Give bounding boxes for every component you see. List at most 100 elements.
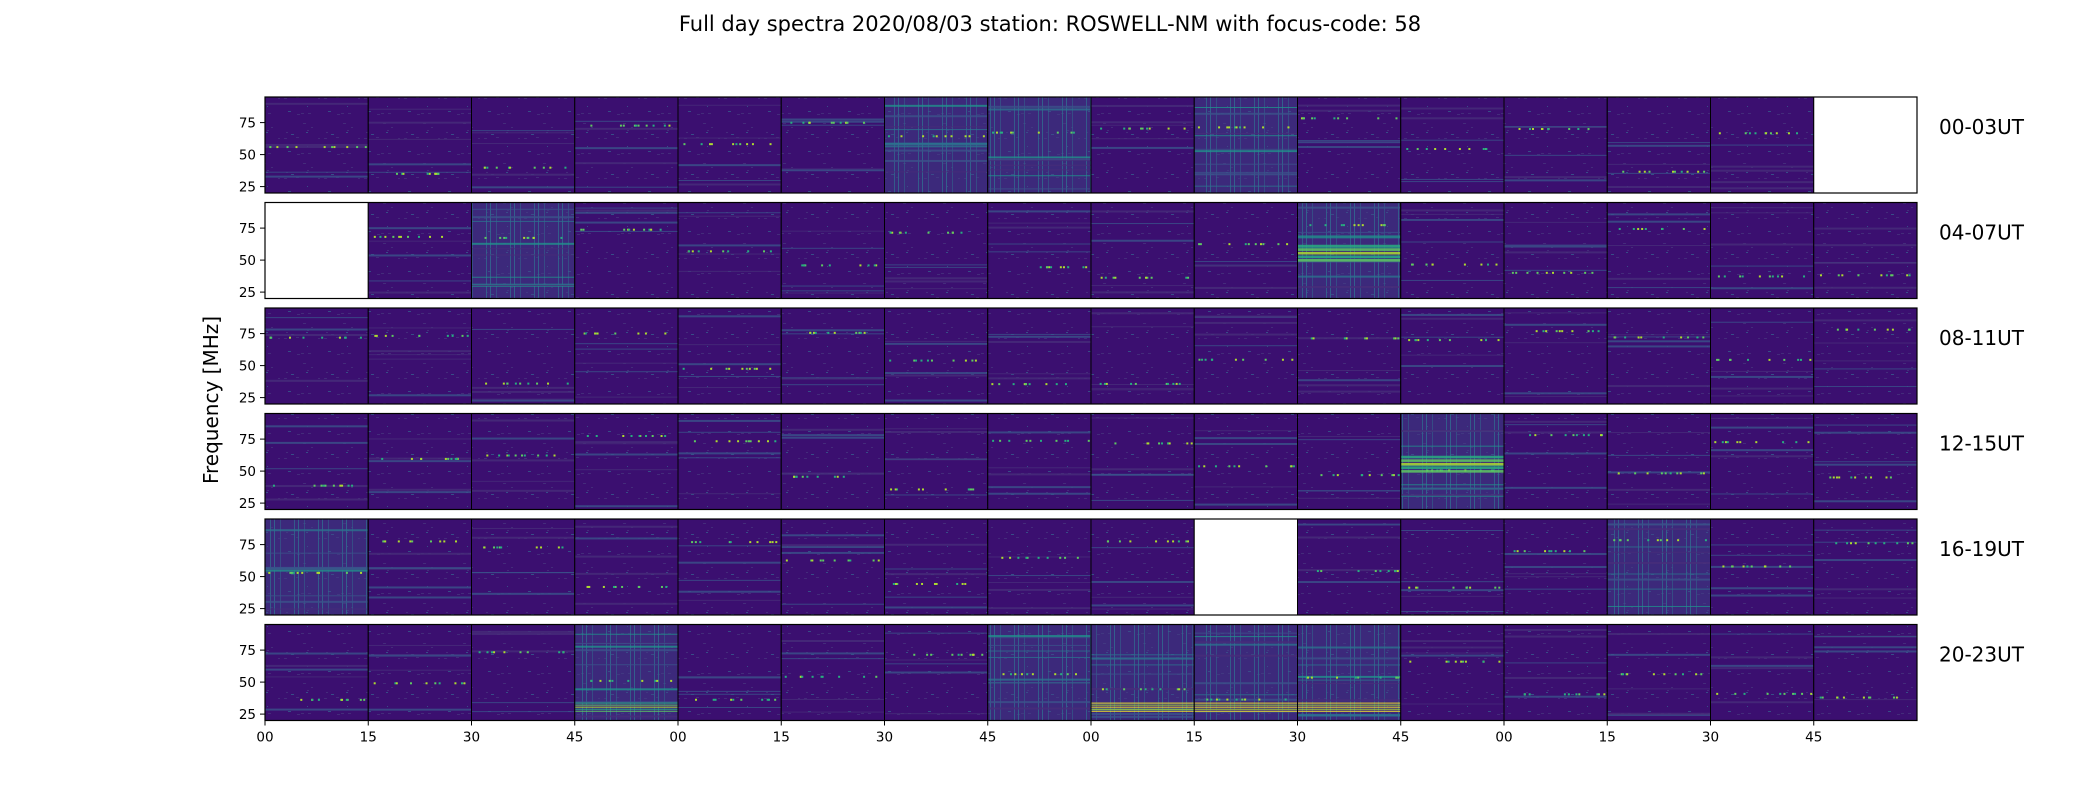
- spectra-block: [1710, 96, 1815, 194]
- y-tick-label: 25: [239, 707, 256, 723]
- spectra-block: [1193, 413, 1298, 510]
- spectra-block: [1710, 518, 1815, 616]
- spectra-block: [1813, 202, 1918, 299]
- spectra-block: [367, 518, 472, 616]
- spectra-block: [1297, 518, 1402, 616]
- spectra-block: [574, 202, 679, 299]
- spectra-block: [987, 413, 1092, 510]
- y-tick-label: 25: [239, 496, 256, 512]
- spectra-block: [1503, 413, 1608, 510]
- spectra-block: [1090, 624, 1195, 721]
- x-tick-label: 00: [256, 730, 273, 746]
- spectra-block: [677, 624, 782, 721]
- x-tick-label: 45: [979, 730, 996, 746]
- spectra-block: [1400, 413, 1505, 510]
- spectra-block: [1400, 307, 1505, 405]
- y-tick-label: 75: [239, 432, 256, 448]
- spectra-block: [1090, 518, 1195, 616]
- spectra-block: [884, 624, 989, 721]
- spectra-block: [780, 202, 885, 299]
- spectra-block: [1503, 202, 1608, 299]
- spectra-block: [264, 413, 369, 510]
- spectra-block: [574, 307, 679, 405]
- chart-title: Full day spectra 2020/08/03 station: ROS…: [678, 12, 1422, 36]
- row-time-label: 20-23UT: [1939, 643, 2025, 667]
- spectra-block: [677, 96, 782, 194]
- spectra-block: [574, 518, 679, 616]
- spectra-block: [471, 624, 576, 721]
- spectra-block: [574, 624, 679, 721]
- spectra-block: [1813, 413, 1918, 510]
- spectra-block: [677, 518, 782, 616]
- row-time-label: 00-03UT: [1939, 115, 2025, 139]
- spectra-block: [780, 96, 885, 194]
- y-tick-label: 25: [239, 285, 256, 301]
- spectra-block: [1193, 202, 1298, 299]
- spectra-block: [1503, 96, 1608, 194]
- spectra-block: [677, 413, 782, 510]
- spectra-block: [1710, 202, 1815, 299]
- spectra-block: [1297, 202, 1402, 299]
- y-tick-label: 75: [239, 327, 256, 343]
- y-tick-label: 25: [239, 180, 256, 196]
- spectra-block: [1813, 624, 1918, 721]
- spectra-block: [1193, 624, 1298, 721]
- spectra-block: [1710, 413, 1815, 510]
- spectra-block: [1090, 307, 1195, 405]
- spectra-block: [264, 624, 369, 721]
- y-tick-label: 50: [239, 359, 256, 375]
- spectra-block: [884, 518, 989, 616]
- spectra-block: [471, 413, 576, 510]
- spectra-block: [677, 307, 782, 405]
- spectra-block: [471, 518, 576, 616]
- x-tick-label: 15: [360, 730, 377, 746]
- spectra-block: [1503, 307, 1608, 405]
- spectra-block: [367, 624, 472, 721]
- spectra-block: [264, 307, 369, 405]
- x-tick-label: 30: [876, 730, 893, 746]
- spectra-block: [1606, 202, 1711, 299]
- spectra-block: [1400, 518, 1505, 616]
- spectra-block: [574, 413, 679, 510]
- spectra-block: [471, 202, 576, 299]
- spectra-block: [1400, 202, 1505, 299]
- spectra-block: [1193, 96, 1298, 194]
- spectra-block: [367, 307, 472, 405]
- spectra-block: [471, 307, 576, 405]
- spectra-block: [1090, 96, 1195, 194]
- spectra-block: [264, 518, 369, 616]
- x-tick-label: 15: [1599, 730, 1616, 746]
- spectra-block: [780, 307, 885, 405]
- spectra-block: [367, 96, 472, 194]
- spectra-block: [264, 202, 369, 299]
- spectra-block: [987, 96, 1092, 194]
- spectra-block: [367, 202, 472, 299]
- row-time-label: 16-19UT: [1939, 537, 2025, 561]
- spectra-block: [1193, 518, 1298, 616]
- x-tick-label: 30: [1702, 730, 1719, 746]
- spectra-block: [884, 413, 989, 510]
- spectra-block: [1297, 413, 1402, 510]
- spectra-block: [1193, 307, 1298, 405]
- spectra-block: [574, 96, 679, 194]
- spectra-block: [677, 202, 782, 299]
- spectra-block: [1813, 518, 1918, 616]
- spectra-block: [1813, 307, 1918, 405]
- spectra-block: [987, 624, 1092, 721]
- x-tick-label: 00: [669, 730, 686, 746]
- spectra-block: [1090, 202, 1195, 299]
- spectra-block: [1606, 518, 1711, 616]
- x-tick-label: 45: [1392, 730, 1409, 746]
- spectra-block: [884, 202, 989, 299]
- spectra-block: [1400, 96, 1505, 194]
- x-tick-label: 00: [1082, 730, 1099, 746]
- spectra-block: [1090, 413, 1195, 510]
- x-tick-label: 45: [1805, 730, 1822, 746]
- row-time-label: 04-07UT: [1939, 221, 2025, 245]
- y-tick-label: 50: [239, 570, 256, 586]
- spectra-block: [1400, 624, 1505, 721]
- spectra-block: [1503, 518, 1608, 616]
- spectra-block: [367, 413, 472, 510]
- spectra-row-12-15UT: 25 50 75 12-15UT: [239, 412, 2025, 512]
